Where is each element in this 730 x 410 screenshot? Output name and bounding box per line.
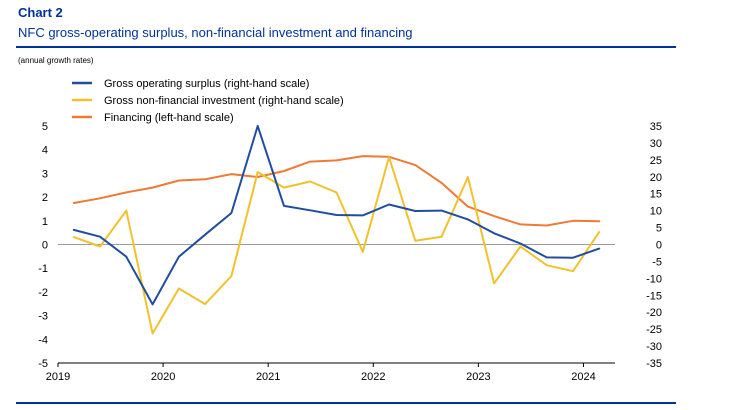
- left-axis-ticks: -5 -4 -3 -2 -1 0 1 2 3 4 5: [38, 121, 48, 370]
- series-line-financing: [72, 155, 601, 227]
- right-axis-tick-label: -35: [646, 358, 662, 370]
- right-axis-tick-label: -15: [646, 290, 662, 302]
- left-axis-tick-label: 2: [42, 192, 48, 204]
- chart-title: NFC gross-operating surplus, non-financi…: [18, 25, 413, 40]
- left-axis-tick-label: -2: [38, 287, 48, 299]
- x-axis-tick-label: 2022: [361, 371, 385, 383]
- legend-gross-operating-surplus-label: Gross operating surplus (right-hand scal…: [104, 78, 309, 90]
- chart-subtitle: (annual growth rates): [18, 56, 94, 65]
- x-axis-tick-label: 2019: [46, 371, 70, 383]
- series-line-gross-non-financial-investment: [72, 156, 601, 335]
- right-axis-tick-label: 35: [650, 121, 662, 133]
- series-layer: [72, 125, 601, 335]
- right-axis-tick-label: 5: [656, 223, 662, 235]
- right-axis-tick-label: 15: [650, 189, 662, 201]
- left-axis-tick-label: 1: [42, 216, 48, 228]
- x-axis-tick-label: 2024: [571, 371, 595, 383]
- left-axis-tick-label: -5: [38, 358, 48, 370]
- left-axis-tick-label: 0: [42, 240, 48, 252]
- left-axis-tick-label: -4: [38, 334, 48, 346]
- chart-number-label: Chart 2: [18, 5, 63, 20]
- left-axis-tick-label: -3: [38, 311, 48, 323]
- bottom-divider: [16, 402, 676, 404]
- right-axis-tick-label: 25: [650, 155, 662, 167]
- chart-legend: Gross operating surplus (right-hand scal…: [72, 78, 344, 124]
- left-axis-tick-label: 4: [42, 145, 48, 157]
- right-axis-tick-label: 30: [650, 138, 662, 150]
- top-divider: [16, 46, 676, 48]
- right-axis-ticks: -35 -30 -25 -20 -15 -10 -5 0 5 10 15 20 25 30 35: [646, 121, 662, 370]
- x-axis-tick-label: 2021: [256, 371, 280, 383]
- x-axis-tick-label: 2020: [151, 371, 175, 383]
- right-axis-tick-label: -10: [646, 273, 662, 285]
- x-axis-tick-label: 2023: [466, 371, 490, 383]
- x-axis: 2019 2020 2021 2022 2023 2024: [46, 244, 615, 383]
- legend-gross-non-financial-investment-label: Gross non-financial investment (right-ha…: [104, 95, 344, 107]
- right-axis-tick-label: 0: [656, 240, 662, 252]
- right-axis-tick-label: 20: [650, 172, 662, 184]
- right-axis-tick-label: -5: [652, 256, 662, 268]
- right-axis-tick-label: -20: [646, 307, 662, 319]
- right-axis-tick-label: -25: [646, 324, 662, 336]
- left-axis-tick-label: -1: [38, 263, 48, 275]
- right-axis-tick-label: 10: [650, 206, 662, 218]
- left-axis-tick-label: 5: [42, 121, 48, 133]
- series-line-gross-operating-surplus: [72, 125, 601, 306]
- right-axis-tick-label: -30: [646, 341, 662, 353]
- left-axis-tick-label: 3: [42, 168, 48, 180]
- legend-financing-label: Financing (left-hand scale): [104, 112, 234, 124]
